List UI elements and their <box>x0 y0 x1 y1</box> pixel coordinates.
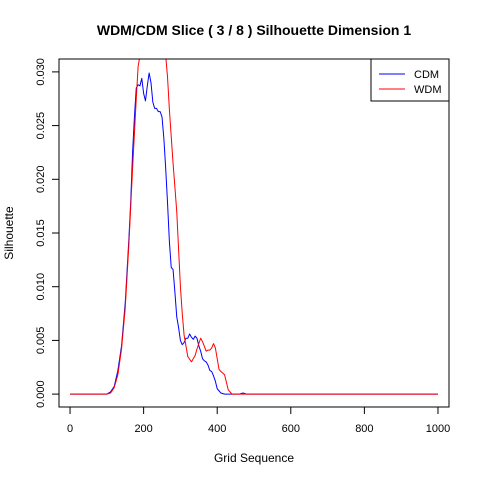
x-tick-label: 1000 <box>426 423 450 435</box>
y-tick-label: 0.015 <box>35 219 47 247</box>
y-tick-label: 0.025 <box>35 112 47 140</box>
legend-box <box>370 58 450 102</box>
y-tick-label: 0.000 <box>35 380 47 408</box>
x-tick-label: 200 <box>134 423 152 435</box>
plot-frame <box>58 58 450 408</box>
legend-label-wdm: WDM <box>414 84 442 96</box>
x-axis-label: Grid Sequence <box>214 451 294 465</box>
y-tick-label: 0.020 <box>35 166 47 194</box>
y-tick-label: 0.010 <box>35 273 47 301</box>
series-line-wdm <box>70 59 438 395</box>
chart-title: WDM/CDM Slice ( 3 / 8 ) Silhouette Dimen… <box>97 22 411 38</box>
y-tick-label: 0.030 <box>35 58 47 86</box>
series-layer <box>70 59 438 395</box>
plot-area <box>58 58 450 408</box>
x-tick-label: 800 <box>355 423 373 435</box>
x-tick-label: 400 <box>208 423 226 435</box>
x-tick-label: 600 <box>282 423 300 435</box>
y-axis-label: Silhouette <box>2 206 16 260</box>
legend: CDM WDM <box>370 58 450 102</box>
y-axis: 0.000 0.005 0.010 0.015 0.020 0.025 0.030 <box>35 58 60 408</box>
legend-label-cdm: CDM <box>414 69 439 81</box>
y-tick-label: 0.005 <box>35 327 47 355</box>
x-axis: 0 200 400 600 800 1000 <box>67 406 450 435</box>
series-line-cdm <box>70 72 438 395</box>
x-tick-label: 0 <box>67 423 73 435</box>
